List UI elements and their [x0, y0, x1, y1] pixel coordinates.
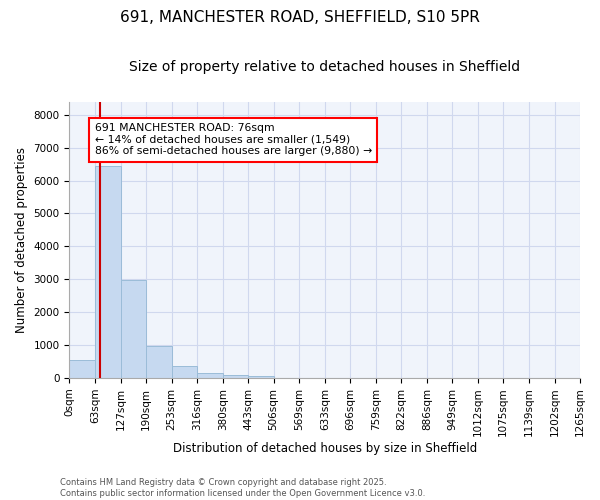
Bar: [95, 166, 121, 378]
Bar: [197, 373, 223, 378]
Bar: [70, 360, 95, 378]
Bar: [223, 374, 248, 378]
Title: Size of property relative to detached houses in Sheffield: Size of property relative to detached ho…: [129, 60, 520, 74]
Text: 691, MANCHESTER ROAD, SHEFFIELD, S10 5PR: 691, MANCHESTER ROAD, SHEFFIELD, S10 5PR: [120, 10, 480, 25]
Bar: [146, 346, 172, 378]
Y-axis label: Number of detached properties: Number of detached properties: [15, 147, 28, 333]
Text: Contains HM Land Registry data © Crown copyright and database right 2025.
Contai: Contains HM Land Registry data © Crown c…: [60, 478, 425, 498]
Bar: [172, 366, 197, 378]
Bar: [248, 376, 274, 378]
X-axis label: Distribution of detached houses by size in Sheffield: Distribution of detached houses by size …: [173, 442, 477, 455]
Bar: [121, 280, 146, 378]
Text: 691 MANCHESTER ROAD: 76sqm
← 14% of detached houses are smaller (1,549)
86% of s: 691 MANCHESTER ROAD: 76sqm ← 14% of deta…: [95, 123, 372, 156]
